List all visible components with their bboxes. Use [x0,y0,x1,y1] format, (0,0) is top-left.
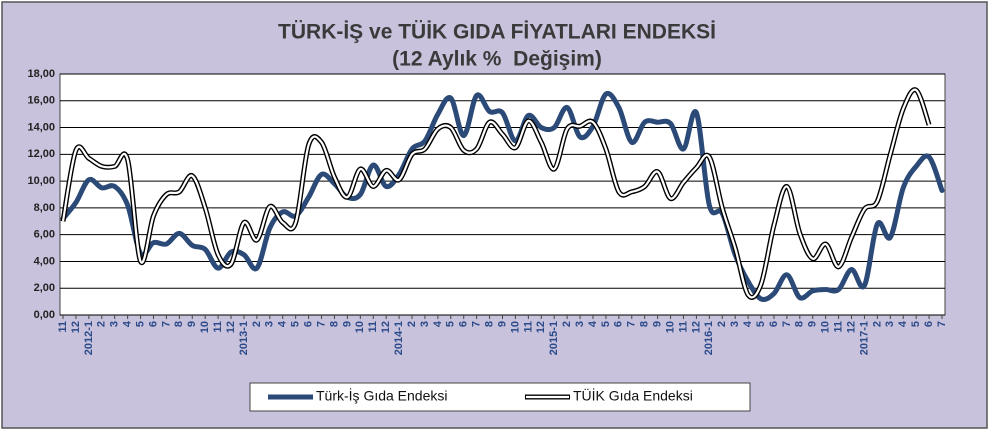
line [61,88,931,299]
x-tick-label: 8 [483,321,495,327]
x-tick-label: 12 [70,321,82,333]
legend-box [249,382,751,412]
x-tick-label: 11 [57,321,69,333]
y-tick-label: 12,00 [27,148,55,160]
x-tick-label: 8 [794,321,806,327]
x-tick-label: 12 [690,321,702,333]
x-tick-label: 5 [600,321,612,327]
x-tick-label: 5 [910,321,922,327]
x-tick-label: 2013-1 [238,321,250,355]
x-tick-label: 2 [716,321,728,327]
x-tick-label: 7 [626,321,638,327]
x-tick-label: 2 [561,321,573,327]
x-tick-label: 12 [380,321,392,333]
x-tick-label: 3 [264,321,276,327]
x-tick-label: 4 [742,320,754,327]
x-tick-label: 5 [755,321,767,327]
x-tick-label: 6 [768,321,780,327]
x-tick-label: 8 [328,321,340,327]
x-tick-label: 3 [109,321,121,327]
x-tick-label: 12 [845,321,857,333]
x-tick-label: 6 [458,321,470,327]
x-tick-label: 11 [367,321,379,333]
x-tick-label: 11 [212,321,224,333]
x-tick-label: 7 [781,321,793,327]
line [60,90,945,303]
x-tick-label: 5 [445,321,457,327]
chart-title: TÜRK-İŞ ve TÜİK GIDA FİYATLARI ENDEKSİ [278,21,716,44]
x-tick-label: 6 [613,321,625,327]
x-tick-label: 10 [354,321,366,333]
x-tick-label: 5 [134,321,146,327]
x-tick-label: 8 [173,321,185,327]
x-tick-label: 2015-1 [548,321,560,355]
y-tick-label: 4,00 [34,255,55,267]
x-tick-label: 2016-1 [703,321,715,355]
x-tick-label: 3 [419,321,431,327]
x-tick-label: 7 [936,321,948,327]
x-tick-label: 10 [199,321,211,333]
chart-subtitle: (12 Aylık % Değişim) [392,48,602,71]
x-tick-label: 4 [432,320,444,327]
x-tick-label: 3 [729,321,741,327]
legend-label: TÜİK Gıda Endeksi [573,387,693,404]
x-tick-label: 2017-1 [858,321,870,355]
x-tick-label: 6 [147,321,159,327]
x-tick-label: 11 [832,321,844,333]
y-tick-label: 18,00 [27,68,55,80]
y-tick-label: 10,00 [27,175,55,187]
legend-label: Türk-İş Gıda Endeksi [316,387,448,404]
x-tick-label: 4 [587,320,599,327]
y-tick-label: 16,00 [27,95,55,107]
x-tick-label: 8 [639,321,651,327]
y-tick-label: 0,00 [34,309,55,321]
x-tick-label: 7 [160,321,172,327]
x-tick-label: 2 [406,321,418,327]
x-tick-label: 9 [186,321,198,327]
y-tick-label: 2,00 [34,282,55,294]
x-tick-label: 7 [471,321,483,327]
x-tick-label: 11 [522,321,534,333]
x-tick-label: 3 [574,321,586,327]
x-tick-label: 5 [290,321,302,327]
x-tick-label: 9 [496,321,508,327]
x-tick-label: 2 [871,321,883,327]
x-tick-label: 7 [315,321,327,327]
x-tick-label: 10 [664,321,676,333]
x-tick-label: 2 [251,321,263,327]
x-tick-label: 3 [884,321,896,327]
x-tick-label: 10 [509,321,521,333]
x-tick-label: 4 [122,320,134,327]
x-tick-label: 12 [225,321,237,333]
x-tick-label: 4 [897,320,909,327]
x-tick-label: 6 [923,321,935,327]
y-tick-label: 8,00 [34,202,55,214]
y-tick-label: 14,00 [27,121,55,133]
x-tick-label: 9 [652,321,664,327]
x-tick-label: 9 [341,321,353,327]
x-tick-label: 10 [820,321,832,333]
x-tick-label: 2012-1 [83,321,95,355]
x-tick-label: 6 [303,321,315,327]
x-tick-label: 12 [535,321,547,333]
x-tick-label: 4 [277,320,289,327]
x-tick-label: 11 [677,321,689,333]
x-tick-label: 9 [807,321,819,327]
y-tick-label: 6,00 [34,229,55,241]
x-tick-label: 2 [96,321,108,327]
x-tick-label: 2014-1 [393,321,405,355]
